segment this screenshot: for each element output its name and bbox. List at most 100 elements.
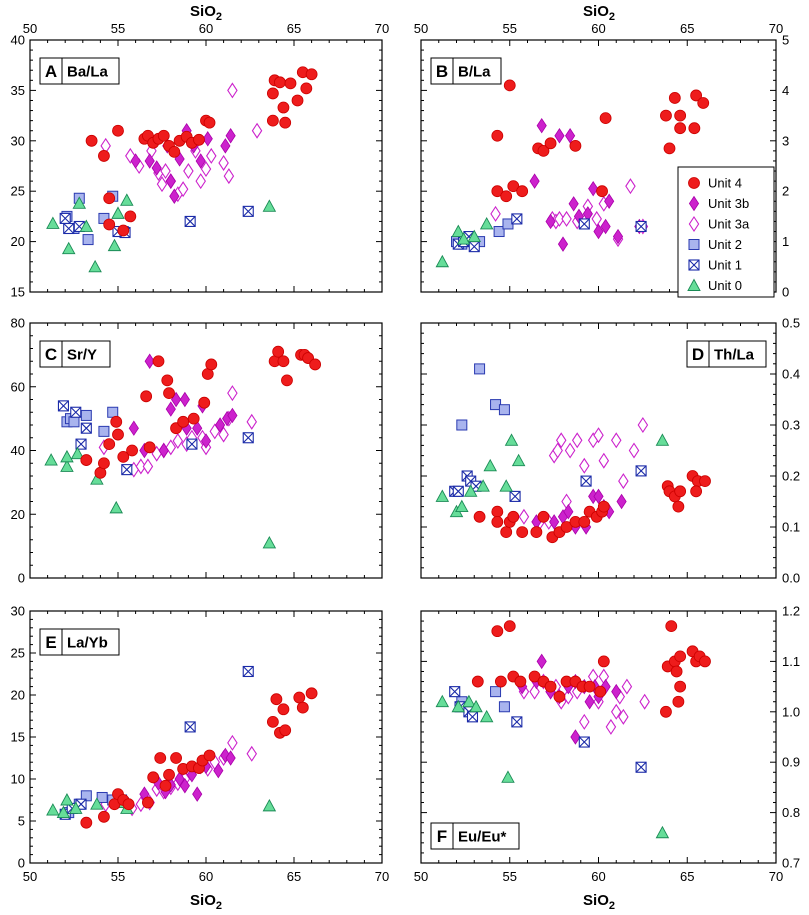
point-u0 bbox=[46, 216, 60, 229]
y-tick-label: 3 bbox=[782, 133, 789, 148]
point-u4 bbox=[537, 144, 550, 157]
y-tick-label: 0.5 bbox=[782, 316, 800, 331]
point-u4 bbox=[516, 526, 529, 538]
point-u4 bbox=[516, 185, 529, 198]
y-tick-label: 20 bbox=[11, 234, 25, 249]
point-u4 bbox=[668, 92, 681, 104]
panel-E-label: E La/Yb bbox=[39, 628, 120, 656]
y-tick-label: 0.8 bbox=[782, 805, 800, 820]
point-u4 bbox=[281, 374, 293, 387]
x-axis-title-top-right: SiO2 bbox=[583, 3, 615, 23]
point-u4 bbox=[473, 510, 486, 523]
point-u4 bbox=[284, 77, 297, 90]
point-u0 bbox=[456, 232, 471, 245]
y-tick-label: 0.9 bbox=[782, 755, 800, 770]
point-u3a bbox=[200, 161, 212, 178]
point-u4 bbox=[674, 109, 687, 122]
point-u3a bbox=[621, 678, 633, 695]
legend-item-u4: Unit 4 bbox=[688, 176, 742, 191]
point-u1 bbox=[452, 485, 464, 497]
point-u3a bbox=[142, 458, 154, 475]
point-u0 bbox=[69, 801, 83, 814]
panel-letter: A bbox=[45, 62, 57, 81]
legend-label: Unit 3a bbox=[708, 217, 750, 232]
point-u2 bbox=[82, 234, 94, 246]
point-u1 bbox=[70, 406, 82, 418]
legend-label: Unit 3b bbox=[708, 196, 749, 211]
point-u1 bbox=[580, 475, 592, 487]
point-u4 bbox=[110, 415, 123, 428]
panel-E: 50 55 60 65 70 0 5 10 15 20 25 30 E La/Yb bbox=[11, 604, 390, 885]
point-u4 bbox=[674, 680, 687, 693]
point-u1 bbox=[635, 465, 647, 477]
point-u0 bbox=[469, 699, 483, 713]
point-u4 bbox=[103, 438, 116, 451]
point-u4 bbox=[142, 796, 154, 809]
point-u4 bbox=[152, 355, 165, 368]
panel-title: Eu/Eu* bbox=[458, 829, 507, 846]
y-tick-label: 20 bbox=[11, 507, 25, 522]
point-u4 bbox=[112, 428, 124, 441]
point-u0 bbox=[44, 453, 58, 466]
point-u4 bbox=[98, 810, 110, 823]
y-tick-label: 0.7 bbox=[782, 856, 800, 871]
x-tick-label: 60 bbox=[199, 21, 213, 36]
point-u3a bbox=[564, 442, 576, 459]
point-u3a bbox=[610, 703, 622, 720]
point-u4 bbox=[594, 685, 607, 698]
legend: Unit 4 Unit 3b Unit 3a Unit 2 Unit 1 Unit 0 bbox=[677, 166, 775, 298]
point-u3a bbox=[218, 426, 229, 443]
point-u4 bbox=[170, 752, 182, 764]
point-u1 bbox=[578, 218, 590, 230]
x-tick-label: 65 bbox=[680, 869, 694, 884]
point-u1 bbox=[509, 490, 521, 502]
x-tick-label: 65 bbox=[287, 21, 301, 36]
point-u4 bbox=[203, 749, 216, 762]
point-u3b bbox=[174, 771, 185, 787]
panel-letter: C bbox=[45, 345, 57, 364]
point-u4 bbox=[98, 457, 110, 470]
point-u3a bbox=[625, 178, 636, 195]
point-u3a bbox=[555, 432, 567, 449]
panel-letter: E bbox=[45, 633, 56, 652]
point-u3b bbox=[195, 153, 206, 169]
point-u3b bbox=[584, 693, 595, 710]
panel-B: 50 55 60 65 70 0 1 2 3 4 5 B B/La bbox=[414, 21, 789, 300]
point-u1 bbox=[63, 222, 75, 235]
y-tick-label: 25 bbox=[11, 646, 25, 661]
point-u3a bbox=[618, 708, 629, 725]
point-u4 bbox=[699, 655, 711, 668]
point-u4 bbox=[198, 396, 211, 409]
x-axis-title-top-left: SiO2 bbox=[190, 3, 222, 23]
point-u4 bbox=[159, 779, 172, 792]
point-u4 bbox=[103, 192, 116, 205]
point-u2 bbox=[498, 404, 510, 416]
point-u0 bbox=[479, 217, 494, 230]
point-u4 bbox=[660, 109, 672, 122]
point-u4 bbox=[537, 510, 550, 523]
point-u4 bbox=[674, 122, 687, 135]
point-u3b bbox=[220, 138, 231, 154]
point-u4 bbox=[272, 345, 285, 358]
panel-letter: D bbox=[692, 345, 704, 364]
y-tick-label: 35 bbox=[11, 83, 25, 98]
point-u3a bbox=[529, 683, 540, 700]
point-u4 bbox=[279, 724, 292, 737]
panel-title: La/Yb bbox=[67, 635, 108, 652]
x-tick-label: 55 bbox=[503, 869, 517, 884]
panel-A: 50 55 60 65 70 15 20 25 30 35 40 A Ba/La bbox=[11, 21, 390, 300]
y-tick-label: 40 bbox=[11, 443, 25, 458]
point-u3a bbox=[223, 168, 235, 185]
y-tick-label: 4 bbox=[782, 83, 789, 98]
panel-C-label: C Sr/Y bbox=[39, 340, 111, 368]
point-u1 bbox=[511, 213, 523, 225]
point-u3b bbox=[570, 729, 581, 745]
y-tick-label: 5 bbox=[782, 33, 789, 48]
point-u4 bbox=[277, 355, 290, 368]
point-u4 bbox=[163, 387, 175, 400]
point-u4 bbox=[672, 695, 685, 708]
x-axis-title-bottom-left: SiO2 bbox=[190, 892, 222, 912]
point-u1 bbox=[186, 438, 198, 450]
point-u1 bbox=[466, 711, 479, 723]
point-u3a bbox=[593, 427, 604, 444]
